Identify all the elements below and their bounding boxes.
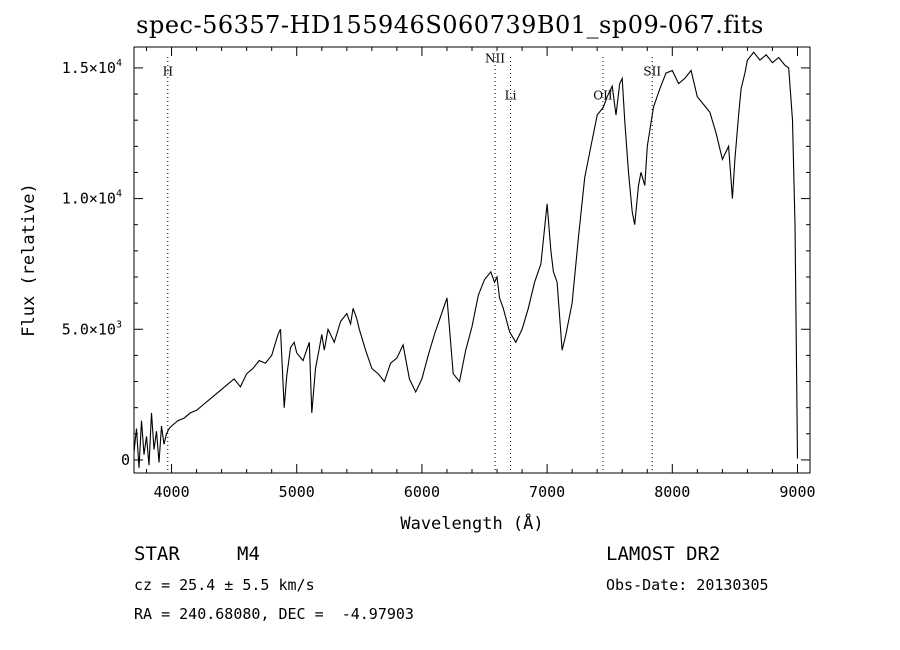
object-class: STAR [134,543,180,565]
survey-label: LAMOST DR2 [606,543,721,565]
line-label-sii: SII [643,65,661,79]
line-label-li: Li [505,88,517,102]
coordinates: RA = 240.68080, DEC = -4.97903 [134,605,414,623]
y-tick-label-10000: 1.0×104 [62,189,122,208]
line-label-nii: NII [485,52,505,66]
obs-date: Obs-Date: 20130305 [606,576,769,594]
x-tick-label-5000: 5000 [279,483,315,501]
chart-title: spec-56357-HD155946S060739B01_sp09-067.f… [136,11,764,39]
x-tick-label-9000: 9000 [779,483,815,501]
y-axis-label: Flux (relative) [19,183,39,337]
x-tick-label-8000: 8000 [654,483,690,501]
line-label-oii: OII [593,88,613,102]
x-axis-label: Wavelength (Å) [400,512,543,534]
y-tick-label-5000: 5.0×103 [62,319,122,338]
y-tick-label-15000: 1.5×104 [62,58,122,77]
y-tick-label-0: 0 [121,451,130,469]
x-tick-label-4000: 4000 [153,483,189,501]
line-label-h: H [163,65,173,79]
redshift-info: cz = 25.4 ± 5.5 km/s [134,576,315,594]
x-tick-label-7000: 7000 [529,483,565,501]
x-tick-label-6000: 6000 [404,483,440,501]
subclass: M4 [237,543,260,565]
spectrum-line [134,51,799,468]
